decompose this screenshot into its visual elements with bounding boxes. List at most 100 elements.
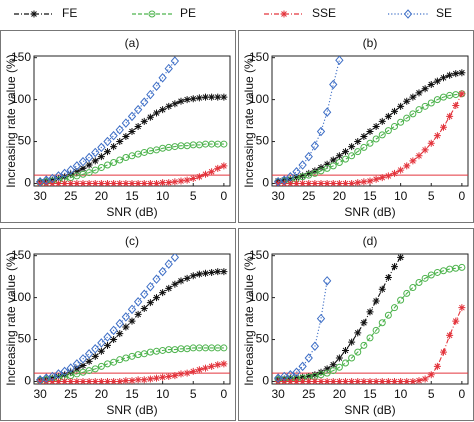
marker: [458, 69, 466, 77]
marker: [115, 318, 124, 329]
marker: [220, 140, 228, 148]
marker: [360, 377, 368, 384]
marker: [189, 272, 197, 280]
panel-title: (d): [363, 234, 378, 248]
marker: [153, 374, 160, 382]
marker: [299, 172, 307, 180]
marker: [67, 179, 75, 186]
marker: [202, 170, 209, 178]
x-tick-label: 10: [156, 189, 170, 203]
marker: [360, 143, 368, 151]
marker: [403, 162, 411, 170]
legend-label: FE: [62, 6, 77, 20]
marker: [293, 377, 300, 384]
panel: (d) SNR (dB) Increasing rate value (%) 30 25…: [238, 228, 474, 421]
marker: [164, 259, 173, 269]
marker: [153, 146, 160, 154]
marker: [366, 334, 374, 342]
marker: [427, 99, 435, 107]
marker: [97, 347, 105, 355]
marker: [415, 279, 423, 287]
marker: [329, 156, 337, 164]
marker: [61, 377, 69, 384]
marker: [452, 317, 460, 325]
marker: [446, 112, 454, 120]
marker: [122, 153, 130, 161]
marker: [274, 179, 282, 186]
marker: [335, 377, 343, 384]
series-line: [39, 257, 176, 381]
series-line: [278, 93, 462, 183]
marker: [299, 179, 307, 186]
marker: [159, 289, 167, 297]
marker: [103, 136, 112, 147]
marker: [110, 159, 118, 167]
plot-area: [272, 254, 468, 384]
marker: [116, 179, 124, 186]
marker: [415, 106, 423, 114]
marker: [214, 268, 222, 276]
x-tick-label: 30: [33, 387, 47, 401]
marker: [391, 304, 398, 312]
marker: [104, 341, 111, 349]
marker: [342, 359, 349, 367]
marker: [91, 352, 99, 360]
marker: [128, 377, 136, 384]
y-tick-label: 0: [262, 374, 269, 388]
marker: [73, 168, 81, 176]
marker: [104, 360, 111, 368]
marker: [127, 111, 137, 122]
marker: [104, 148, 111, 156]
marker: [298, 361, 307, 372]
marker: [183, 96, 191, 104]
marker: [329, 162, 337, 170]
marker: [79, 179, 87, 186]
marker: [360, 133, 368, 141]
marker: [316, 313, 326, 324]
marker: [140, 289, 149, 300]
marker: [195, 173, 203, 181]
marker: [354, 179, 362, 186]
marker: [116, 356, 124, 364]
marker: [36, 179, 44, 186]
marker: [109, 325, 118, 336]
marker: [317, 371, 325, 379]
marker: [397, 254, 405, 261]
x-tick-label: 15: [363, 189, 377, 203]
marker: [72, 359, 82, 369]
marker: [110, 179, 118, 186]
marker: [153, 179, 160, 186]
marker: [165, 102, 173, 110]
marker: [372, 175, 380, 183]
marker: [311, 169, 319, 177]
marker: [322, 107, 332, 117]
marker: [128, 352, 136, 360]
marker: [115, 125, 124, 135]
marker: [177, 277, 185, 285]
y-axis-label: Increasing rate value (%): [242, 252, 256, 385]
marker: [165, 372, 173, 380]
marker: [66, 165, 75, 175]
marker: [85, 161, 93, 169]
marker: [433, 268, 441, 276]
marker: [195, 366, 203, 374]
marker: [446, 71, 454, 79]
marker: [360, 178, 368, 186]
marker: [311, 377, 319, 384]
marker: [54, 369, 63, 379]
marker: [220, 360, 228, 368]
marker: [348, 377, 356, 384]
marker: [104, 179, 111, 186]
marker: [378, 285, 386, 293]
marker: [84, 152, 94, 163]
y-tick-label: 100: [249, 290, 269, 304]
marker: [354, 138, 362, 146]
marker: [133, 297, 143, 307]
marker: [415, 152, 423, 160]
marker: [134, 179, 142, 186]
y-axis-label: Increasing rate value (%): [4, 54, 18, 187]
marker: [292, 166, 301, 177]
marker: [78, 156, 88, 167]
marker: [202, 93, 209, 101]
marker: [79, 362, 87, 370]
